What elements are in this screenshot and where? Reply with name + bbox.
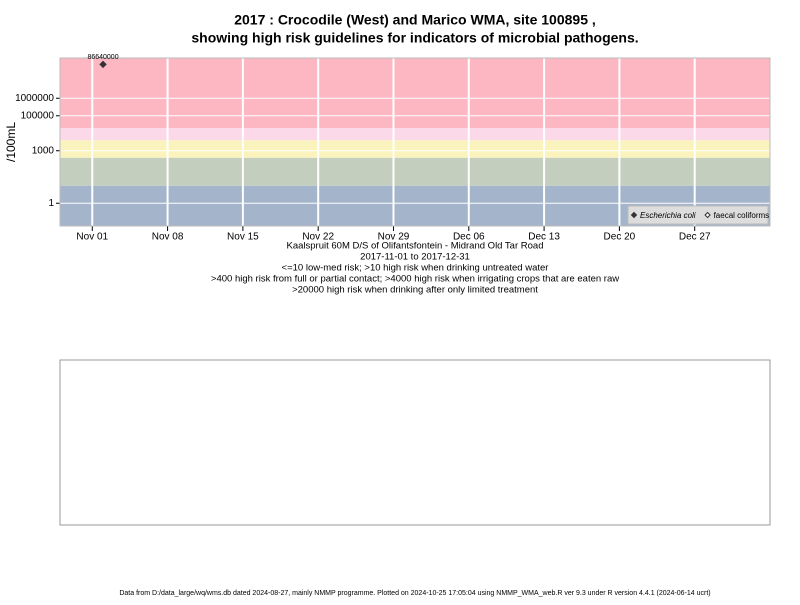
x-tick-label: Dec 20 [604,232,636,243]
x-tick-label: Dec 27 [679,232,711,243]
x-tick-label: Nov 01 [76,232,108,243]
y-tick-label: 1000000 [15,93,54,104]
legend-label: Escherichia coli [640,211,696,220]
legend-label: faecal coliforms [714,211,770,220]
note: >20000 high risk when drinking after onl… [292,285,538,296]
x-tick-label: Dec 06 [453,232,485,243]
x-tick-label: Nov 08 [152,232,184,243]
footer: Data from D:/data_large/wq/wms.db dated … [119,590,710,597]
data-label: 86640000 [87,54,118,61]
note: 2017-11-01 to 2017-12-31 [360,252,470,263]
data-point [99,60,107,69]
risk-band [60,127,770,141]
x-tick-label: Nov 22 [302,232,334,243]
legend-box [627,205,769,225]
x-tick-label: Nov 15 [227,232,259,243]
y-axis-label: /100mL [4,122,18,162]
note: >400 high risk from full or partial cont… [211,274,619,285]
x-tick-label: Dec 13 [528,232,560,243]
empty-panel [59,359,771,526]
plot-frame [59,57,771,227]
legend-marker [704,211,711,219]
y-tick-label: 1000 [32,145,55,156]
risk-band [60,58,770,128]
chart-title: 2017 : Crocodile (West) and Marico WMA, … [234,12,596,28]
risk-band [60,140,770,158]
x-tick-label: Nov 29 [378,232,410,243]
y-tick-label: 1 [48,198,54,209]
legend-marker [630,211,638,219]
note: <=10 low-med risk; >10 high risk when dr… [282,263,549,274]
note: Kaalspruit 60M D/S of Olifantsfontein - … [287,241,544,252]
risk-band [60,157,770,186]
y-tick-label: 100000 [21,110,55,121]
chart-title: showing high risk guidelines for indicat… [191,30,638,46]
